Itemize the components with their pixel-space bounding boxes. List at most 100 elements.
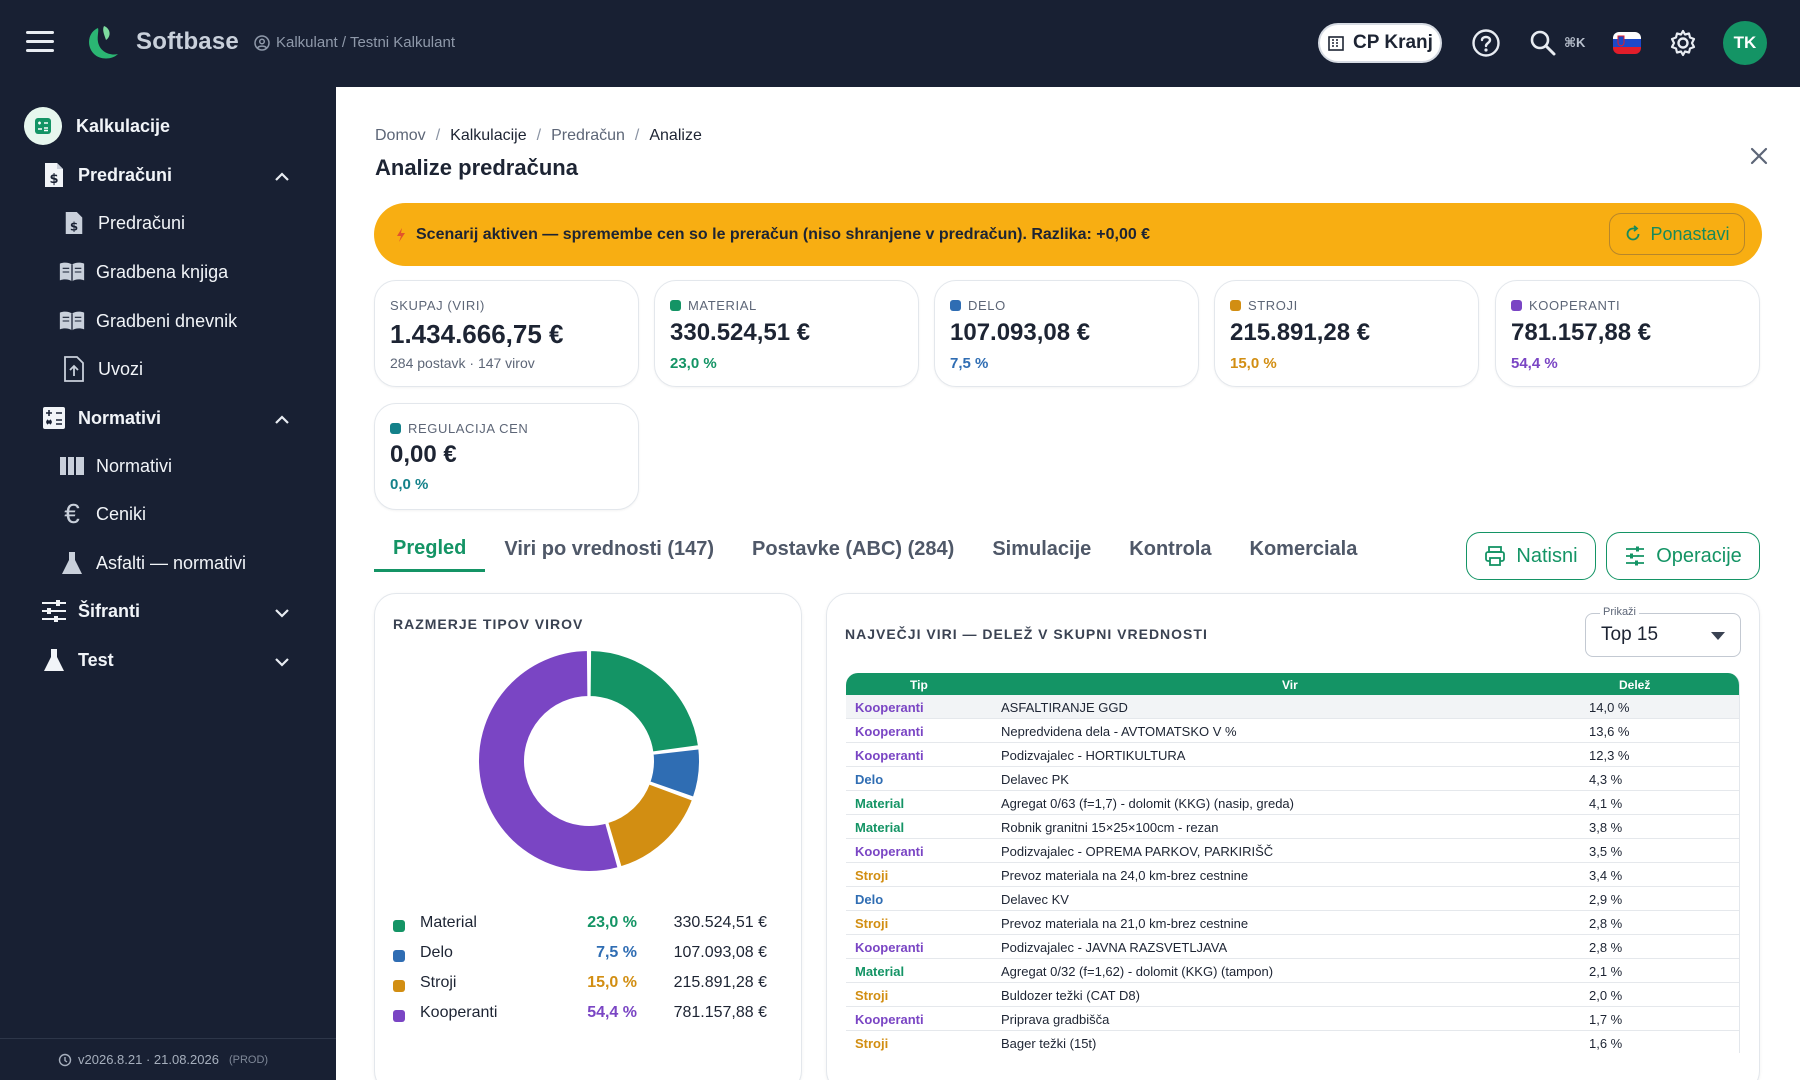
user-context[interactable]: Kalkulant / Testni Kalkulant bbox=[254, 34, 455, 51]
sidebar-item-gradbena-knjiga[interactable]: Gradbena knjiga bbox=[58, 258, 228, 286]
logo-icon bbox=[84, 24, 120, 62]
table-row[interactable]: Delo Delavec PK 4,3 % bbox=[846, 767, 1739, 791]
column-header-delez[interactable]: Delež bbox=[1619, 678, 1651, 692]
card-value: 781.157,88 € bbox=[1511, 319, 1652, 346]
version-footer: v2026.8.21 · 21.08.2026 (PROD) bbox=[0, 1038, 336, 1080]
card-material: MATERIAL 330.524,51 € 23,0 % bbox=[654, 280, 919, 387]
table-row[interactable]: Kooperanti Podizvajalec - OPREMA PARKOV, … bbox=[846, 839, 1739, 863]
breadcrumb-predracun[interactable]: Predračun bbox=[551, 127, 625, 144]
breadcrumb-separator: / bbox=[634, 127, 640, 144]
flag-icon[interactable] bbox=[1610, 26, 1644, 60]
help-icon[interactable] bbox=[1469, 26, 1503, 60]
top-n-select[interactable]: Prikaži Top 15 bbox=[1585, 606, 1741, 657]
table-row[interactable]: Stroji Bager težki (15t) 1,6 % bbox=[846, 1031, 1739, 1053]
sidebar-group-test[interactable]: Test bbox=[40, 646, 114, 674]
tab-komerciala[interactable]: Komerciala bbox=[1249, 538, 1358, 560]
legend-row-delo: Delo 7,5 % 107.093,08 € bbox=[393, 942, 783, 972]
top-bar: Softbase Kalkulant / Testni Kalkulant CP… bbox=[0, 0, 1800, 87]
operations-button[interactable]: Operacije bbox=[1606, 532, 1760, 580]
sidebar-item-ceniki[interactable]: € Ceniki bbox=[58, 498, 147, 529]
scenario-text: Scenarij aktiven — spremembe cen so le p… bbox=[416, 225, 1151, 243]
printer-icon bbox=[1485, 546, 1506, 566]
card-regulacija: REGULACIJA CEN 0,00 € 0,0 % bbox=[374, 403, 639, 510]
legend-swatch bbox=[393, 980, 405, 992]
legend-amount: 215.891,28 € bbox=[673, 974, 767, 991]
reset-button[interactable]: Ponastavi bbox=[1609, 213, 1745, 255]
flask-icon bbox=[40, 646, 68, 674]
table-row[interactable]: Kooperanti Priprava gradbišča 1,7 % bbox=[846, 1007, 1739, 1031]
tab-postavke[interactable]: Postavke (ABC) (284) bbox=[752, 538, 955, 560]
search-icon[interactable] bbox=[1526, 26, 1560, 60]
legend-row-kooperanti: Kooperanti 54,4 % 781.157,88 € bbox=[393, 1002, 783, 1032]
cell-tip: Kooperanti bbox=[855, 700, 924, 715]
sidebar-item-asfalti[interactable]: Asfalti — normativi bbox=[58, 549, 246, 577]
card-percent: 23,0 % bbox=[670, 355, 717, 372]
table-row[interactable]: Material Agregat 0/63 (f=1,7) - dolomit (… bbox=[846, 791, 1739, 815]
svg-text:$: $ bbox=[70, 219, 78, 233]
donut-slice-delo[interactable] bbox=[648, 747, 701, 800]
print-button[interactable]: Natisni bbox=[1466, 532, 1596, 580]
sidebar-item-label: Ceniki bbox=[96, 503, 147, 524]
menu-icon[interactable] bbox=[26, 31, 54, 55]
legend-swatch bbox=[393, 950, 405, 962]
column-header-vir[interactable]: Vir bbox=[1282, 678, 1298, 692]
table-row[interactable]: Delo Delavec KV 2,9 % bbox=[846, 887, 1739, 911]
sidebar-section-kalkulacije[interactable]: Kalkulacije bbox=[24, 107, 170, 145]
cell-vir: Prevoz materiala na 24,0 km-brez cestnin… bbox=[1001, 868, 1249, 883]
sidebar-group-sifranti[interactable]: Šifranti bbox=[40, 597, 140, 625]
sidebar-item-gradbeni-dnevnik[interactable]: Gradbeni dnevnik bbox=[58, 307, 237, 335]
cell-delez: 3,4 % bbox=[1589, 868, 1623, 883]
card-value: 330.524,51 € bbox=[670, 319, 811, 346]
cell-delez: 14,0 % bbox=[1589, 700, 1630, 715]
breadcrumb-domov[interactable]: Domov bbox=[375, 127, 426, 144]
table-row[interactable]: Kooperanti Nepredvidena dela - AVTOMATSKO… bbox=[846, 719, 1739, 743]
sidebar-item-uvozi[interactable]: Uvozi bbox=[60, 355, 143, 383]
select-label: Prikaži bbox=[1600, 606, 1640, 618]
column-header-tip[interactable]: Tip bbox=[910, 678, 928, 692]
cell-delez: 2,8 % bbox=[1589, 940, 1623, 955]
table-row[interactable]: Stroji Buldozer težki (CAT D8) 2,0 % bbox=[846, 983, 1739, 1007]
sidebar-group-normativi[interactable]: Normativi bbox=[40, 404, 161, 432]
cell-tip: Kooperanti bbox=[855, 940, 924, 955]
chevron-down-icon[interactable] bbox=[272, 603, 292, 623]
tab-pregled[interactable]: Pregled bbox=[374, 527, 486, 572]
sidebar-group-predracuni[interactable]: $ Predračuni bbox=[40, 161, 172, 189]
table-row[interactable]: Material Agregat 0/32 (f=1,62) - dolomit … bbox=[846, 959, 1739, 983]
company-name: CP Kranj bbox=[1353, 32, 1433, 53]
sidebar-item-predracuni[interactable]: $ Predračuni bbox=[60, 209, 185, 237]
breadcrumb-kalkulacije[interactable]: Kalkulacije bbox=[450, 127, 527, 144]
chevron-down-icon[interactable] bbox=[272, 652, 292, 672]
cell-delez: 2,0 % bbox=[1589, 988, 1623, 1003]
table-row[interactable]: Kooperanti Podizvajalec - JAVNA RAZSVETLJ… bbox=[846, 935, 1739, 959]
cell-vir: Nepredvidena dela - AVTOMATSKO V % bbox=[1001, 724, 1237, 739]
avatar[interactable]: TK bbox=[1723, 21, 1767, 65]
donut-slice-kooperanti[interactable] bbox=[477, 648, 620, 873]
tab-kontrola[interactable]: Kontrola bbox=[1129, 538, 1212, 560]
sidebar-item-normativi[interactable]: Normativi bbox=[58, 452, 172, 480]
cell-delez: 13,6 % bbox=[1589, 724, 1630, 739]
donut-slice-stroji[interactable] bbox=[606, 782, 695, 869]
donut-chart bbox=[477, 648, 701, 873]
legend-name: Delo bbox=[420, 944, 453, 961]
card-label: MATERIAL bbox=[670, 298, 757, 313]
tab-simulacije[interactable]: Simulacije bbox=[992, 538, 1092, 560]
table-row[interactable]: Kooperanti ASFALTIRANJE GGD 14,0 % bbox=[846, 695, 1739, 719]
close-icon[interactable] bbox=[1746, 143, 1772, 169]
chevron-up-icon[interactable] bbox=[272, 410, 292, 430]
company-selector[interactable]: CP Kranj bbox=[1318, 23, 1442, 63]
gear-icon[interactable] bbox=[1666, 26, 1700, 60]
table-row[interactable]: Stroji Prevoz materiala na 21,0 km-brez c… bbox=[846, 911, 1739, 935]
table-row[interactable]: Material Robnik granitni 15×25×100cm - re… bbox=[846, 815, 1739, 839]
print-label: Natisni bbox=[1516, 544, 1578, 567]
table-row[interactable]: Kooperanti Podizvajalec - HORTIKULTURA 12,… bbox=[846, 743, 1739, 767]
table-row[interactable]: Stroji Prevoz materiala na 24,0 km-brez c… bbox=[846, 863, 1739, 887]
card-percent: 7,5 % bbox=[950, 355, 989, 372]
card-label: REGULACIJA CEN bbox=[390, 421, 528, 436]
donut-slice-material[interactable] bbox=[588, 648, 701, 754]
card-percent: 0,0 % bbox=[390, 476, 429, 493]
cell-tip: Delo bbox=[855, 892, 884, 907]
open-book-icon bbox=[58, 307, 86, 335]
legend-amount: 781.157,88 € bbox=[673, 1004, 767, 1021]
tab-viri[interactable]: Viri po vrednosti (147) bbox=[504, 538, 715, 560]
chevron-up-icon[interactable] bbox=[272, 167, 292, 187]
